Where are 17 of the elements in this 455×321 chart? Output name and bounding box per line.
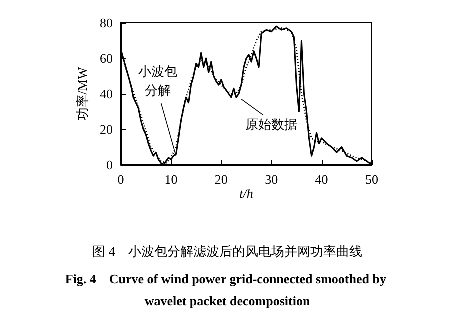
y-tick-label: 80 xyxy=(100,16,113,30)
text: 图 4 小波包分解滤波后的风电场并网功率曲线 xyxy=(92,244,362,259)
x-axis-title: t/h xyxy=(240,186,254,201)
y-tick-label: 60 xyxy=(100,51,113,66)
x-tick-label: 50 xyxy=(366,172,378,187)
annotation: 小波包分解 xyxy=(138,64,178,98)
annotation: 原始数据 xyxy=(245,116,298,132)
y-tick-label: 0 xyxy=(106,158,113,172)
x-tick-label: 0 xyxy=(118,172,124,187)
x-tick-label: 40 xyxy=(315,172,328,187)
y-axis-title: 功率/MW xyxy=(75,66,90,121)
x-tick-label: 20 xyxy=(214,172,228,187)
text: Fig. 4 Curve of wind power grid-connected smoothed by wavelet packet decomposition xyxy=(65,272,390,308)
y-tick-label: 20 xyxy=(100,122,113,137)
y-tick-label: 40 xyxy=(100,86,113,102)
x-tick-label: 10 xyxy=(164,172,178,187)
x-tick-label: 30 xyxy=(265,172,278,187)
